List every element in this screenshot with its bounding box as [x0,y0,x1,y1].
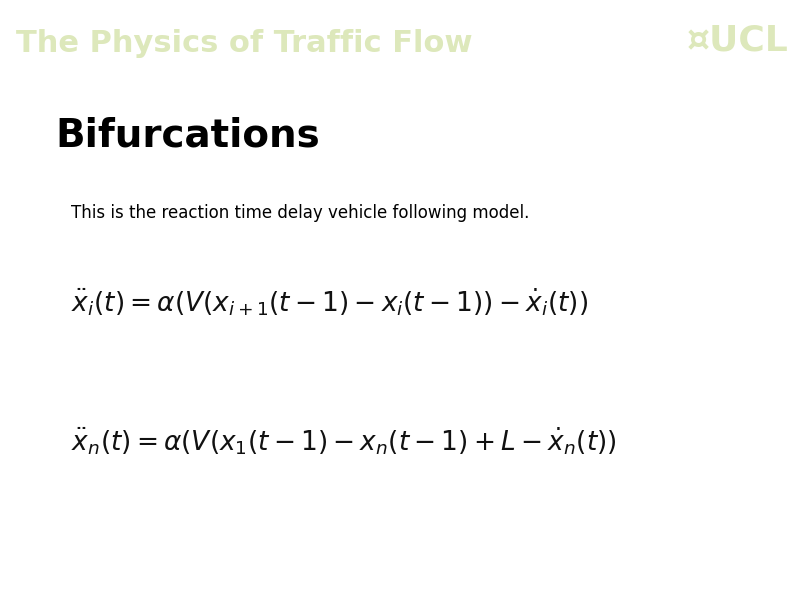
Text: $\ddot{x}_n(t) = \alpha(V(x_1(t-1) - x_n(t-1) + L - \dot{x}_n(t))$: $\ddot{x}_n(t) = \alpha(V(x_1(t-1) - x_n… [71,425,617,457]
Text: $\ddot{x}_i(t) = \alpha(V(x_{i+1}(t-1) - x_i(t-1)) - \dot{x}_i(t))$: $\ddot{x}_i(t) = \alpha(V(x_{i+1}(t-1) -… [71,286,588,318]
Text: ¤UCL: ¤UCL [687,24,788,58]
Text: The Physics of Traffic Flow: The Physics of Traffic Flow [16,29,472,58]
Text: Bifurcations: Bifurcations [56,117,320,154]
Text: This is the reaction time delay vehicle following model.: This is the reaction time delay vehicle … [71,204,530,222]
